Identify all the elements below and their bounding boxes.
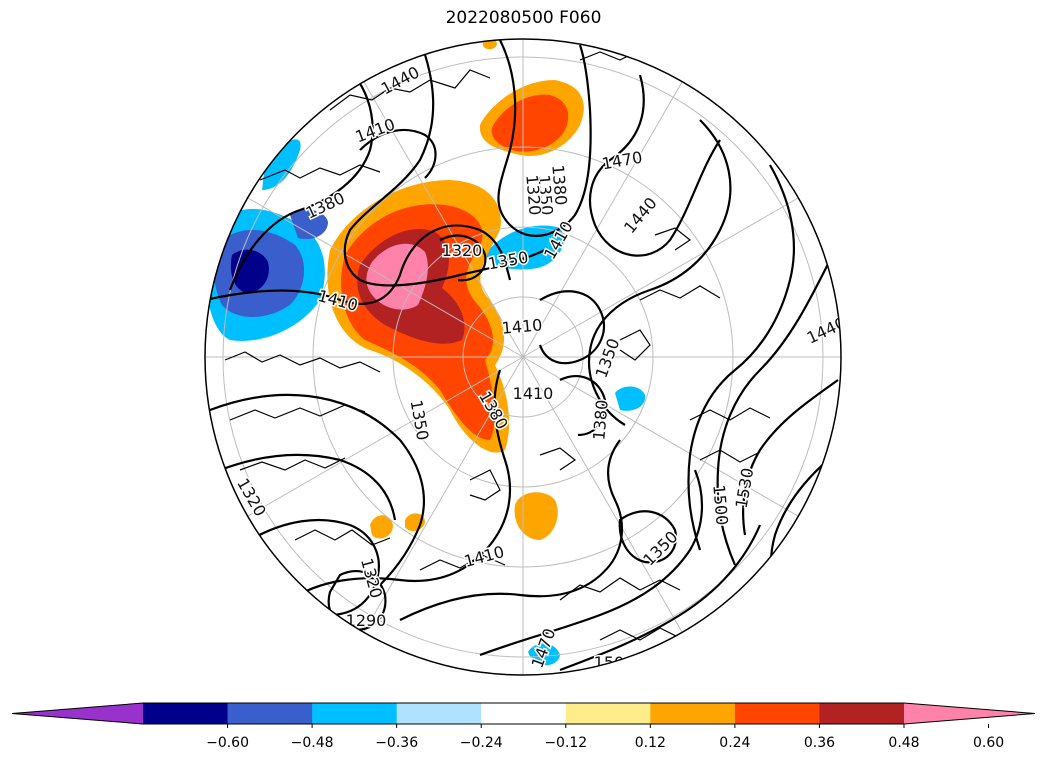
positive-anomaly-south xyxy=(514,492,558,540)
negative-anomaly-northwest xyxy=(262,139,301,190)
negative-anomaly-west-deep xyxy=(230,249,269,293)
colorbar-segment xyxy=(396,703,482,724)
colorbar-tick-label: −0.12 xyxy=(544,735,587,751)
contour-label: 1410 xyxy=(513,384,554,403)
positive-anomaly-north-mid xyxy=(491,94,569,152)
colorbar-tick-label: −0.36 xyxy=(375,735,418,751)
colorbar-segment xyxy=(143,703,229,724)
contour-label: 1320 xyxy=(442,241,483,260)
contour-label: 1500 xyxy=(709,484,731,526)
colorbar-tick-label: 0.36 xyxy=(804,735,835,751)
anomaly-shading xyxy=(206,39,646,666)
colorbar-tick-label: 0.12 xyxy=(635,735,666,751)
colorbar-tick-label: 0.60 xyxy=(973,735,1004,751)
colorbar-segment xyxy=(565,703,651,724)
colorbar: −0.60 −0.48 −0.36 −0.24 −0.12 0.12 0.24 0.36 0.4… xyxy=(11,702,1036,751)
contour-label: 1380 xyxy=(589,399,611,441)
contour-label: 1320 xyxy=(522,174,544,216)
positive-anomaly-southwest-1 xyxy=(370,515,393,539)
negative-anomaly-south xyxy=(528,643,560,666)
map-boundary xyxy=(204,38,842,676)
graticule xyxy=(205,39,841,675)
negative-anomaly-nw-small xyxy=(290,209,328,240)
colorbar-segment xyxy=(481,703,567,724)
colorbar-tick-label: −0.60 xyxy=(206,735,249,751)
coastlines xyxy=(224,49,771,641)
colorbar-segment xyxy=(227,703,313,724)
map-title: 2022080500 F060 xyxy=(445,8,602,28)
colorbar-tick-label: 0.48 xyxy=(888,735,919,751)
colorbar-extend-min xyxy=(12,703,143,724)
colorbar-segment xyxy=(734,703,820,724)
colorbar-tick-label: −0.24 xyxy=(460,735,503,751)
colorbar-segment xyxy=(650,703,736,724)
contour-label: 1500 xyxy=(594,653,635,672)
colorbar-outline xyxy=(11,702,1036,725)
colorbar-segment xyxy=(819,703,905,724)
negative-anomaly-east xyxy=(615,386,646,411)
contour-label: 1290 xyxy=(346,611,387,630)
colorbar-segment xyxy=(312,703,398,724)
contour-label: 1410 xyxy=(501,315,543,337)
colorbar-tick-label: 0.24 xyxy=(719,735,750,751)
colorbar-tick-label: −0.48 xyxy=(291,735,334,751)
height-contours xyxy=(205,39,839,672)
colorbar-extend-max xyxy=(904,703,1035,724)
